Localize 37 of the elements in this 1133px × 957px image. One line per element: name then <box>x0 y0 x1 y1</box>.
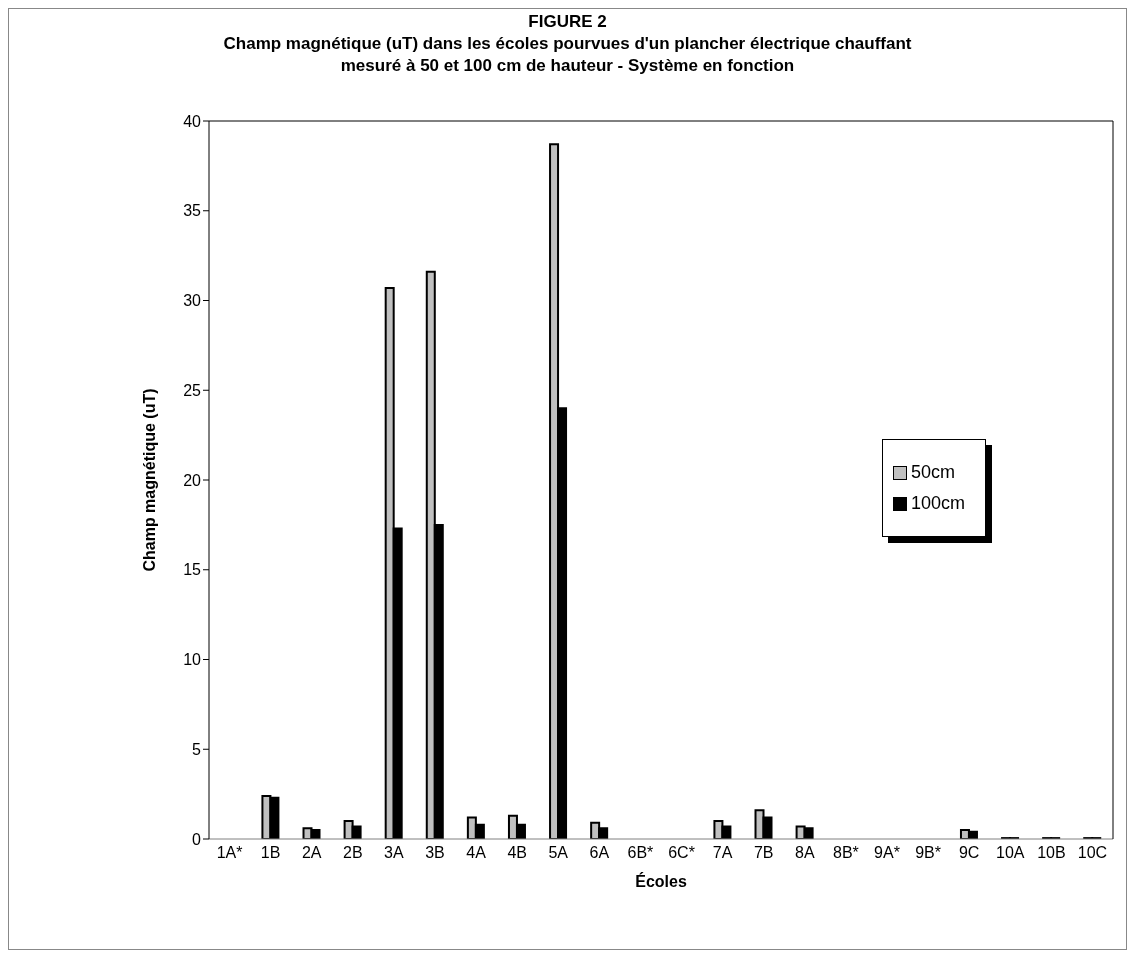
x-tick-label: 2B <box>343 844 363 862</box>
y-tick-label: 10 <box>183 651 202 669</box>
y-tick-label: 40 <box>183 112 202 130</box>
x-tick-label: 5A <box>548 844 569 862</box>
x-tick-label: 4B <box>507 844 527 862</box>
x-tick-label: 1A* <box>216 844 243 862</box>
y-tick-label: 15 <box>183 561 202 579</box>
x-axis-title: Écoles <box>635 872 687 890</box>
x-tick-label: 2A <box>301 844 322 862</box>
x-tick-label: 3A <box>384 844 405 862</box>
x-tick-label: 4A <box>466 844 487 862</box>
x-tick-label: 6C* <box>668 844 695 862</box>
x-tick-label: 9A* <box>874 844 900 862</box>
y-tick-label: 0 <box>192 830 202 848</box>
x-tick-label: 7B <box>753 844 774 862</box>
x-tick-label: 8B* <box>833 844 859 862</box>
y-tick-label: 25 <box>183 381 202 399</box>
x-tick-label: 6A <box>589 844 610 862</box>
x-tick-label: 9B* <box>915 844 941 862</box>
x-tick-label: 10B <box>1037 844 1066 862</box>
y-tick-label: 20 <box>183 471 202 489</box>
y-axis-title: Champ magnétique (uT) <box>140 388 158 572</box>
x-tick-label: 10C <box>1077 844 1108 862</box>
legend-label: 50cm <box>910 462 955 483</box>
x-tick-label: 6B* <box>627 844 654 862</box>
x-tick-label: 3B <box>425 844 445 862</box>
x-tick-label: 8A <box>795 844 815 862</box>
x-tick-label: 10A <box>996 844 1025 862</box>
y-tick-label: 35 <box>183 202 202 220</box>
x-tick-label: 9C <box>958 844 980 862</box>
legend-label: 100cm <box>910 493 965 514</box>
x-tick-label: 7A <box>712 844 733 862</box>
x-tick-label: 1B <box>260 844 281 862</box>
chart-title: FIGURE 2 <box>527 11 608 33</box>
y-tick-label: 30 <box>183 292 202 310</box>
chart-subtitle: Champ magnétique (uT) dans les écoles pourvues d'un plancher électrique chauffant mesuré à 50 et 100 cm de hauteur - Système en fonction <box>222 33 913 77</box>
y-tick-label: 5 <box>192 740 202 758</box>
